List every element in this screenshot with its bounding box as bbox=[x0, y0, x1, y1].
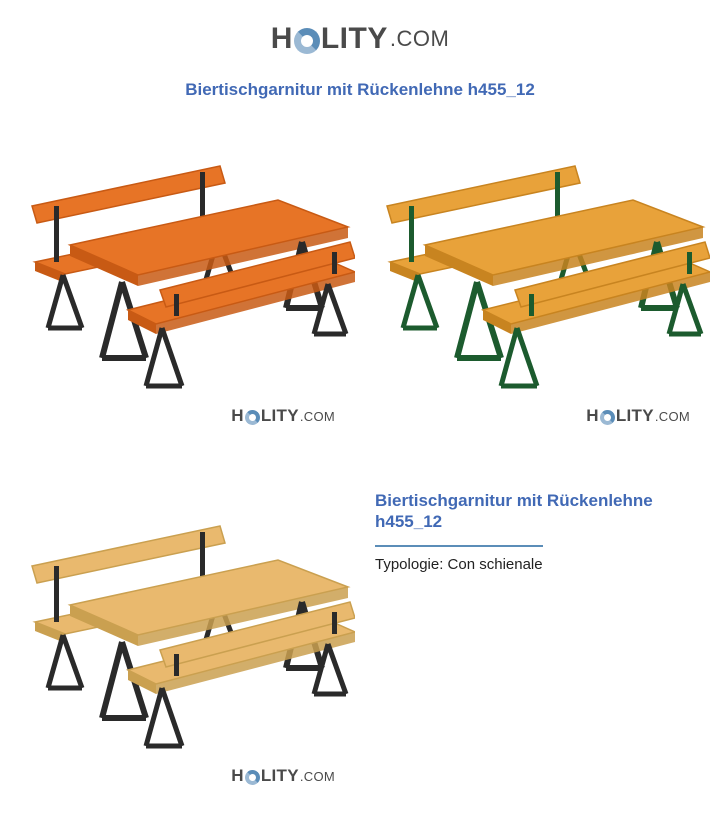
product-image-2: H LITY .COM bbox=[365, 110, 710, 440]
brand-logo: H LITY .COM bbox=[271, 22, 450, 56]
page-title: Biertischgarnitur mit Rückenlehne h455_1… bbox=[0, 80, 720, 100]
logo-text-right: LITY bbox=[321, 22, 388, 56]
logo-ring-icon bbox=[600, 410, 615, 425]
watermark-logo: H LITY .COM bbox=[231, 766, 335, 786]
details-spec: Typologie: Con schienale bbox=[375, 556, 705, 573]
product-drawing bbox=[10, 110, 355, 410]
logo-suffix: .COM bbox=[390, 26, 449, 52]
logo-ring-icon bbox=[245, 770, 260, 785]
details-title: Biertischgarnitur mit Rückenlehne h455_1… bbox=[375, 490, 705, 533]
product-drawing bbox=[10, 470, 355, 770]
logo-text-left: H bbox=[271, 22, 293, 56]
logo-ring-icon bbox=[245, 410, 260, 425]
product-image-3: H LITY .COM bbox=[10, 470, 355, 800]
product-details: Biertischgarnitur mit Rückenlehne h455_1… bbox=[375, 490, 705, 573]
product-image-1: H LITY .COM bbox=[10, 110, 355, 440]
watermark-logo: H LITY .COM bbox=[231, 406, 335, 426]
product-drawing bbox=[365, 110, 710, 410]
details-divider bbox=[375, 545, 543, 547]
header-logo: H LITY .COM bbox=[240, 14, 480, 64]
logo-ring-icon bbox=[294, 28, 320, 54]
watermark-logo: H LITY .COM bbox=[586, 406, 690, 426]
